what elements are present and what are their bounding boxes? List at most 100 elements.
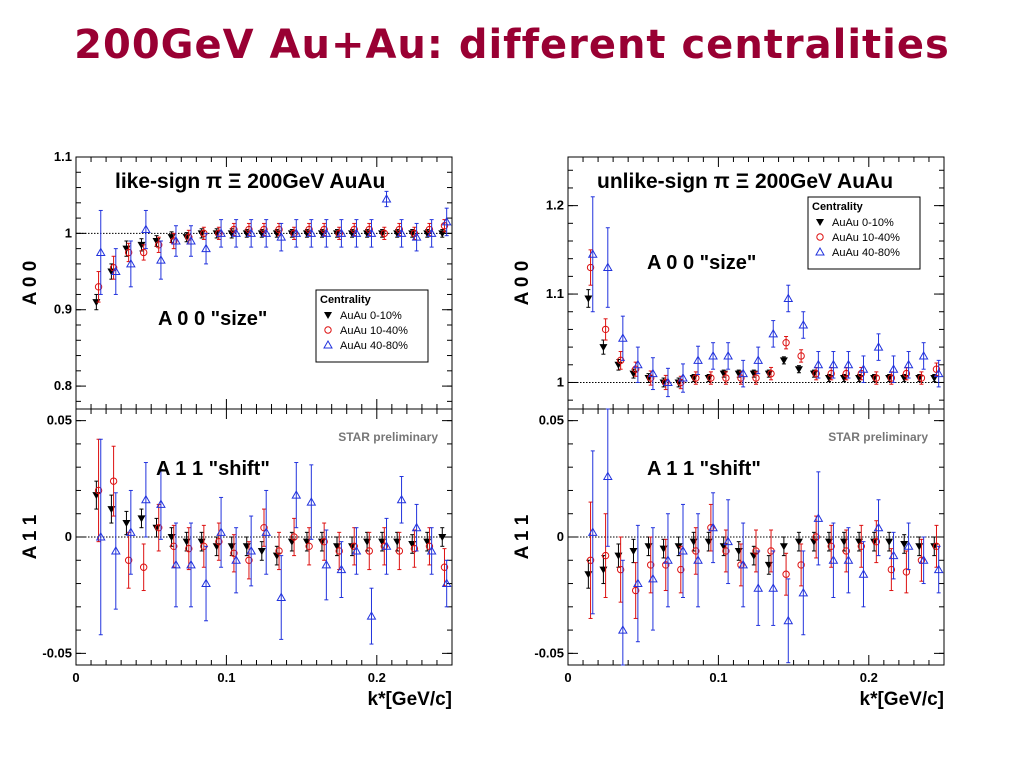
legend: Centrality AuAu 0-10% AuAu 10-40% AuAu 40-8… [315,289,429,363]
legend-marker [816,233,824,241]
data-point [275,225,283,234]
data-point [827,542,835,551]
data-point [900,540,909,548]
data-point [321,228,332,237]
data-point [917,374,926,382]
data-point [351,228,362,237]
data-point [186,559,196,569]
data-point [872,537,881,546]
legend-box [807,196,921,270]
bottom-panel: -0.05 0 0.05 A 1 1 [512,408,945,666]
data-point [601,551,610,560]
y-axis-title: A 1 1 [20,514,41,559]
data-point [261,228,272,237]
data-point [276,232,287,241]
data-point [842,547,850,555]
y-tick-label: 1 [65,225,72,240]
data-point [366,228,377,237]
shift-annotation: A 1 1 "shift" [647,458,761,480]
x-tick-label: 0.2 [860,670,878,685]
y-tick-label: 0 [557,529,564,544]
data-point [692,547,700,555]
data-point [707,374,715,382]
x-tick-label: 0 [564,670,571,685]
data-point [350,542,358,551]
data-point [798,587,809,597]
bottom-panel: -0.05 0 0.05 A 1 1 [20,408,453,666]
data-point [752,374,760,382]
data-point [662,561,670,569]
data-point [380,229,389,238]
top-panel: 0.8 0.9 1 1.1 A 0 0 [20,149,453,410]
data-point [903,359,914,369]
data-point [678,373,688,382]
series-2 [95,190,452,295]
data-point [94,486,103,495]
data-point [381,193,392,203]
y-axis-title: A 0 0 [20,261,41,306]
data-point [216,527,226,536]
data-point [629,547,638,555]
data-point [783,293,794,302]
data-point [797,561,805,569]
data-point [246,545,257,555]
data-point [291,228,302,237]
data-point [813,513,824,522]
data-point [335,547,343,555]
data-point [812,533,820,541]
data-point [426,545,437,555]
data-point [753,355,764,364]
data-point [648,573,658,583]
data-point [663,555,673,564]
data-point [617,625,628,634]
data-point [857,369,865,378]
data-point [602,471,613,480]
data-point [768,328,779,338]
data-point [782,570,790,578]
data-point [872,374,881,382]
y-tick-label: 0.05 [47,413,72,428]
data-point [779,543,788,551]
y-tick-label: 0 [65,529,72,544]
data-point [305,542,313,551]
data-point [411,232,422,241]
x-tick-label: 0.1 [709,670,727,685]
data-point [633,359,643,369]
data-point [708,350,718,360]
data-point [768,583,779,592]
x-tick-label: 0 [72,670,79,685]
data-point [813,359,824,369]
y-tick-label: -0.05 [534,645,564,660]
data-point [631,365,640,373]
data-point [156,499,166,508]
data-point [631,586,640,595]
series-2 [587,408,944,666]
data-point [261,527,272,536]
data-point [798,319,809,329]
data-point [186,235,196,245]
data-point [842,369,850,378]
data-point [306,228,317,237]
data-point [170,542,178,551]
data-point [873,342,884,351]
y-tick-label: 0.8 [54,378,72,393]
legend-entry: AuAu 40-80% [340,340,408,352]
data-point [365,547,373,555]
y-tick-label: 1 [557,374,564,389]
data-point [260,523,268,532]
data-point [410,544,419,553]
data-point [441,578,452,588]
data-point [794,366,803,374]
data-point [336,564,347,574]
data-point [933,368,944,378]
data-point [888,364,899,373]
y-axis-title: A 0 0 [512,261,533,306]
data-point [873,522,884,532]
data-point [306,497,317,506]
legend-entry: AuAu 0-10% [340,310,402,322]
legend-marker [324,326,332,334]
y-tick-label: 1.1 [546,286,564,301]
data-point [782,338,790,347]
x-tick-label: 0.2 [368,670,386,685]
